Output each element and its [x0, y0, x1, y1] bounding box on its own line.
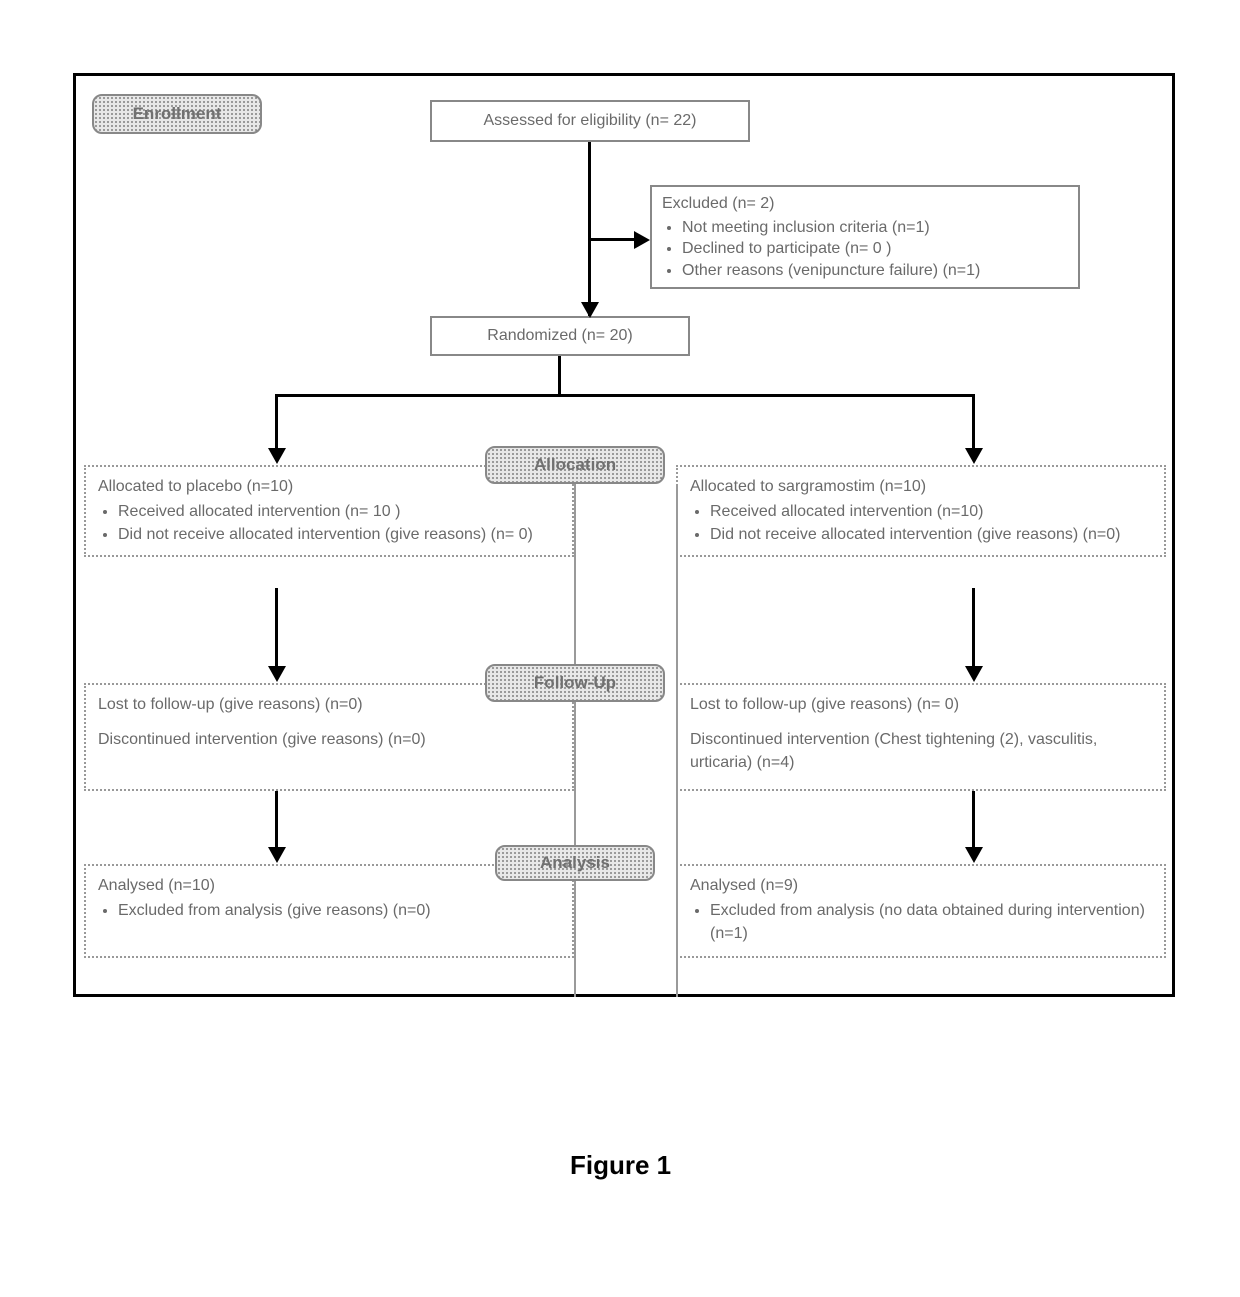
allocation-right-item: Did not receive allocated intervention (… [710, 523, 1152, 546]
arrowhead-right-icon [634, 231, 650, 249]
allocation-right-panel: Allocated to sargramostim (n=10) Receive… [676, 465, 1166, 557]
allocation-right-item: Received allocated intervention (n=10) [710, 500, 1152, 523]
phase-analysis-badge: Analysis [495, 845, 655, 881]
excluded-item: Declined to participate (n= 0 ) [682, 238, 1068, 260]
phase-allocation-badge: Allocation [485, 446, 665, 484]
connector [275, 394, 278, 450]
connector [275, 394, 975, 397]
analysis-right-list: Excluded from analysis (no data obtained… [690, 899, 1152, 945]
arrowhead-down-icon [268, 666, 286, 682]
analysis-left-title: Analysed (n=10) [98, 874, 560, 897]
excluded-box: Excluded (n= 2) Not meeting inclusion cr… [650, 185, 1080, 289]
assessed-box: Assessed for eligibility (n= 22) [430, 100, 750, 142]
analysis-right-panel: Analysed (n=9) Excluded from analysis (n… [676, 864, 1166, 958]
page: Enrollment Allocation Follow-Up Analysis… [0, 0, 1240, 1297]
connector [588, 238, 636, 241]
assessed-text: Assessed for eligibility (n= 22) [484, 110, 697, 132]
connector [275, 588, 278, 668]
arrowhead-down-icon [965, 847, 983, 863]
excluded-list: Not meeting inclusion criteria (n=1) Dec… [662, 217, 1068, 282]
allocation-right-title: Allocated to sargramostim (n=10) [690, 475, 1152, 498]
analysis-right-item: Excluded from analysis (no data obtained… [710, 899, 1152, 945]
followup-right-line1: Lost to follow-up (give reasons) (n= 0) [690, 693, 1152, 716]
connector [275, 791, 278, 849]
phase-followup-badge: Follow-Up [485, 664, 665, 702]
excluded-title: Excluded (n= 2) [662, 193, 1068, 215]
arrowhead-down-icon [581, 302, 599, 318]
arrowhead-down-icon [268, 847, 286, 863]
analysis-left-item: Excluded from analysis (give reasons) (n… [118, 899, 560, 922]
arrowhead-down-icon [268, 448, 286, 464]
followup-right-panel: Lost to follow-up (give reasons) (n= 0) … [676, 683, 1166, 791]
arrowhead-down-icon [965, 448, 983, 464]
analysis-left-list: Excluded from analysis (give reasons) (n… [98, 899, 560, 922]
excluded-item: Other reasons (venipuncture failure) (n=… [682, 260, 1068, 282]
connector [558, 356, 561, 396]
followup-right-line2: Discontinued intervention (Chest tighten… [690, 728, 1152, 774]
analysis-right-title: Analysed (n=9) [690, 874, 1152, 897]
phase-enrollment-badge: Enrollment [92, 94, 262, 134]
divider [676, 484, 678, 997]
randomized-box: Randomized (n= 20) [430, 316, 690, 356]
connector [972, 394, 975, 450]
allocation-left-list: Received allocated intervention (n= 10 )… [98, 500, 560, 546]
allocation-left-item: Did not receive allocated intervention (… [118, 523, 560, 546]
arrowhead-down-icon [965, 666, 983, 682]
randomized-text: Randomized (n= 20) [487, 325, 632, 347]
allocation-right-list: Received allocated intervention (n=10) D… [690, 500, 1152, 546]
connector [972, 588, 975, 668]
excluded-item: Not meeting inclusion criteria (n=1) [682, 217, 1068, 239]
allocation-left-item: Received allocated intervention (n= 10 ) [118, 500, 560, 523]
connector [972, 791, 975, 849]
divider [574, 484, 576, 997]
followup-left-line2: Discontinued intervention (give reasons)… [98, 728, 560, 751]
connector [588, 142, 591, 316]
figure-caption: Figure 1 [570, 1150, 671, 1181]
